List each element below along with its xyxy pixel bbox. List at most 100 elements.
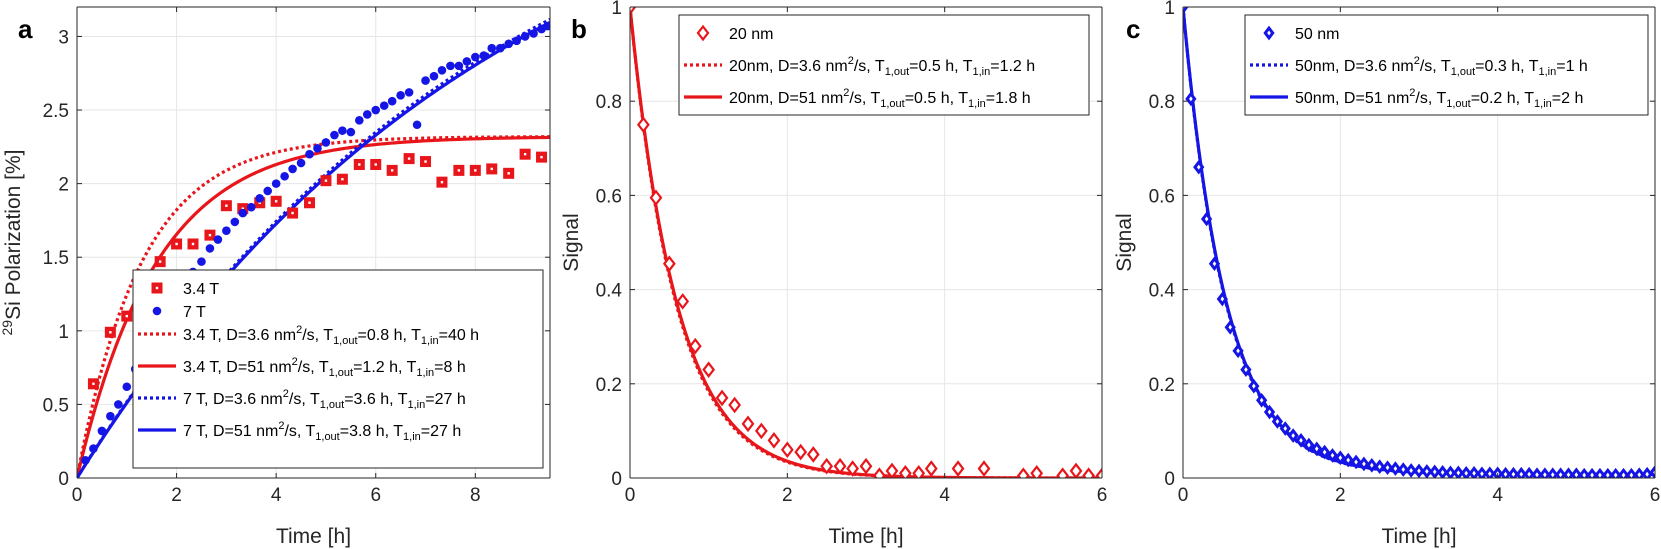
legend-label: 3.4 T, D=3.6 nm2/s, T1,out=0.8 h, T1,in=…	[183, 324, 479, 347]
data-point	[313, 144, 322, 153]
data-point-center	[1189, 96, 1193, 102]
data-point-center	[341, 178, 344, 181]
data-point-center	[1393, 466, 1398, 472]
data-point	[495, 43, 505, 53]
data-point-center	[1645, 471, 1649, 477]
x-tick-label: 2	[1335, 485, 1346, 506]
data-point-center	[258, 201, 261, 204]
legend-label: 50nm, D=3.6 nm2/s, T1,out=0.3 h, T1,in=1…	[1295, 55, 1588, 78]
data-point	[1183, 7, 1189, 15]
data-point	[421, 76, 430, 85]
data-point	[688, 337, 702, 355]
data-point	[412, 120, 422, 130]
x-tick-label: 6	[1650, 485, 1661, 506]
data-point	[346, 127, 356, 137]
data-point-center	[208, 233, 212, 237]
data-point	[114, 400, 123, 409]
data-point	[1649, 465, 1655, 478]
data-point-center	[291, 211, 294, 215]
data-point	[636, 116, 650, 134]
data-point	[462, 57, 472, 66]
data-point-center	[1613, 472, 1618, 478]
data-point-center	[1550, 472, 1555, 478]
data-point	[1069, 462, 1083, 478]
data-point	[471, 52, 480, 62]
data-point-center	[324, 179, 328, 182]
data-point	[512, 36, 521, 46]
data-point	[924, 460, 938, 477]
data-point-center	[507, 172, 510, 175]
data-point-center	[1377, 464, 1382, 470]
data-point-center	[474, 169, 477, 172]
plot-area	[77, 18, 550, 478]
data-point	[454, 61, 464, 71]
data-point-center	[1582, 472, 1586, 478]
y-tick-label: 0.6	[596, 186, 622, 207]
plot-area	[1183, 7, 1655, 478]
data-point-center	[1236, 348, 1240, 354]
data-point-center	[1299, 437, 1303, 443]
x-tick-label: 2	[171, 485, 182, 506]
data-point-center	[191, 242, 195, 246]
data-point-center	[1354, 459, 1358, 465]
data-point	[794, 443, 808, 461]
data-point-center	[1621, 472, 1626, 478]
data-point-center	[241, 207, 244, 210]
data-point-center	[1220, 296, 1225, 302]
y-tick-label: 3	[58, 27, 69, 48]
data-point	[280, 171, 289, 181]
data-point	[106, 411, 115, 421]
data-point	[213, 235, 223, 244]
data-point-center	[308, 201, 311, 204]
legend-marker	[152, 306, 162, 316]
data-point-center	[1488, 471, 1492, 477]
data-point	[387, 96, 397, 106]
legend-label: 50 nm	[1295, 26, 1339, 43]
data-point-center	[274, 200, 278, 203]
data-point-center	[523, 152, 527, 156]
data-point-center	[374, 163, 377, 166]
legend-label: 7 T, D=3.6 nm2/s, T1,out=3.6 h, T1,in=27…	[183, 388, 466, 411]
data-point	[305, 149, 314, 159]
y-axis-label: Signal	[560, 213, 583, 271]
data-point-center	[1385, 465, 1390, 471]
data-point	[197, 257, 206, 266]
data-point-center	[1432, 469, 1437, 475]
data-point-center	[175, 242, 178, 246]
data-point-center	[1558, 472, 1563, 478]
data-point-center	[1535, 472, 1539, 478]
data-point	[912, 464, 926, 478]
data-point	[543, 21, 550, 31]
data-point-center	[540, 155, 543, 159]
data-point	[238, 208, 248, 218]
data-point	[355, 116, 364, 125]
legend-box	[132, 269, 544, 469]
data-point-center	[1519, 471, 1524, 477]
data-point-center	[1322, 449, 1327, 455]
data-point-center	[1472, 470, 1476, 476]
data-point-center	[1267, 409, 1272, 415]
data-point-center	[1417, 468, 1421, 474]
y-tick-label: 1.5	[43, 248, 69, 269]
x-axis-label: Time [h]	[276, 525, 351, 548]
data-point-center	[1346, 457, 1350, 463]
data-point	[741, 415, 755, 433]
data-point-center	[1338, 455, 1343, 461]
data-point	[520, 32, 530, 41]
data-point	[662, 255, 676, 272]
data-point-center	[1637, 472, 1642, 478]
data-point	[81, 456, 90, 465]
legend-label: 7 T, D=51 nm2/s, T1,out=3.8 h, T1,in=27 …	[183, 420, 461, 443]
data-point-center	[92, 382, 95, 385]
data-point	[951, 460, 965, 477]
legend: 20 nm 20nm, D=3.6 nm2/s, T1,out=0.5 h, T1…	[678, 14, 1090, 116]
data-point-center	[1252, 383, 1256, 389]
y-tick-label: 2	[58, 175, 69, 196]
y-tick-label: 0.2	[1149, 375, 1175, 396]
data-point-center	[1629, 472, 1634, 478]
data-point-center	[1401, 467, 1406, 473]
data-point	[338, 126, 347, 135]
data-point-center	[490, 167, 493, 171]
y-tick-label: 2.5	[43, 101, 69, 122]
legend-box	[1244, 14, 1649, 116]
